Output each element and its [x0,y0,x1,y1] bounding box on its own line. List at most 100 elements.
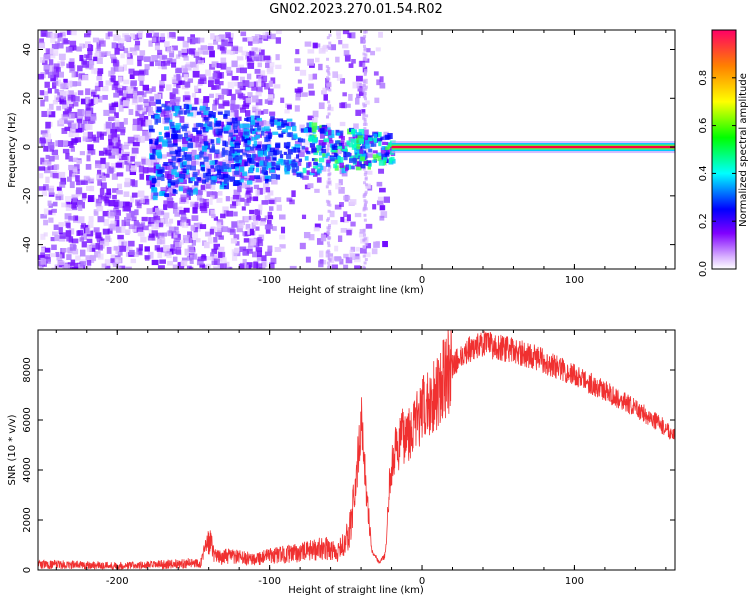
heatmap-cell [334,257,342,262]
heatmap-cell [169,161,173,166]
heatmap-cell [190,201,195,207]
heatmap-cell [155,60,161,66]
heatmap-cell [169,150,176,155]
heatmap-cell [360,163,366,169]
heatmap-cell [133,222,141,230]
heatmap-cell [116,172,124,177]
heatmap-cell [326,57,330,61]
heatmap-cell [219,263,227,269]
heatmap-cell [257,187,263,195]
heatmap-cell [279,244,286,249]
heatmap-cell [205,263,212,268]
heatmap-cell [204,120,209,126]
heatmap-cell [154,138,159,145]
heatmap-cell [215,128,219,135]
snr-xtick-label: -200 [106,576,129,587]
heatmap-cell [227,41,234,47]
heatmap-cell [271,173,277,180]
heatmap-cell [149,61,154,67]
heatmap-cell [196,258,204,266]
heatmap-cell [99,133,104,140]
heatmap-cell [202,126,209,133]
heatmap-cell [363,134,369,140]
heatmap-cell [102,94,108,100]
heatmap-cell [362,266,366,269]
heatmap-cell [332,71,339,78]
heatmap-cell [43,64,50,71]
heatmap-cell [186,189,191,195]
heatmap-cell [210,180,216,185]
heatmap-cell [314,188,320,193]
heatmap-cell [248,41,253,46]
heatmap-cell [163,245,170,252]
heatmap-cell [115,127,121,132]
heatmap-cell [362,44,366,48]
heatmap-cell [59,100,67,105]
heatmap-cell [49,47,54,55]
heatmap-cell [329,140,334,144]
heatmap-cell [72,248,79,255]
heatmap-cell [210,184,216,190]
heatmap-cell [148,229,154,237]
heatmap-cell [192,37,199,44]
heatmap-cell [184,197,189,204]
heatmap-cell [148,125,154,131]
heatmap-cell [345,257,353,264]
heatmap-cell [58,222,64,227]
heatmap-cell [106,168,114,174]
heatmap-cell [192,70,200,78]
heatmap-cell [131,147,139,154]
heatmap-cell [242,37,249,42]
heatmap-cell [278,158,284,163]
snr-line-area [38,330,675,570]
heatmap-cell [230,103,235,110]
heatmap-cell [223,114,228,119]
heatmap-cell [182,136,189,144]
heatmap-cell [299,69,307,76]
heatmap-cell [73,132,80,137]
heatmap-cell [245,262,253,268]
heatmap-cell [272,226,277,231]
heatmap-cell [179,174,185,178]
heatmap-cell [158,218,165,226]
heatmap-cell [268,151,274,157]
heatmap-cell [151,230,158,237]
heatmap-cell [237,82,244,89]
heatmap-cell [85,96,91,103]
heatmap-cell [363,97,367,101]
heatmap-cell [123,118,128,125]
heatmap-cell [121,97,126,102]
heatmap-cell [363,160,369,165]
heatmap-cell [160,33,165,40]
heatmap-cell [124,177,131,183]
heatmap-cell [49,64,55,72]
heatmap-cell [79,54,84,62]
heatmap-cell [221,226,229,233]
heatmap-cell [128,109,134,115]
heatmap-cell [76,180,81,186]
heatmap-cell [145,119,153,127]
heatmap-cell [187,231,193,239]
heatmap-cell [212,85,220,90]
heatmap-cell [276,160,282,165]
heatmap-cell [264,224,271,230]
heatmap-cell [143,98,149,104]
heatmap-cell [144,105,152,113]
heatmap-cell [185,151,192,157]
heatmap-cell [168,144,175,152]
heatmap-cell [314,223,321,229]
heatmap-cell [339,102,346,109]
heatmap-cell [207,178,214,184]
heatmap-cell [105,80,112,86]
heatmap-cell [323,94,328,101]
heatmap-cell [242,96,248,101]
heatmap-cell [387,143,392,150]
heatmap-cell [99,240,106,247]
heatmap-cell [139,231,145,237]
heatmap-cell [208,113,212,118]
heatmap-cell [163,204,168,211]
heatmap-cell [328,104,332,108]
heatmap-cell [124,151,130,156]
heatmap-cell [57,71,64,78]
heatmap-cell [227,89,232,96]
